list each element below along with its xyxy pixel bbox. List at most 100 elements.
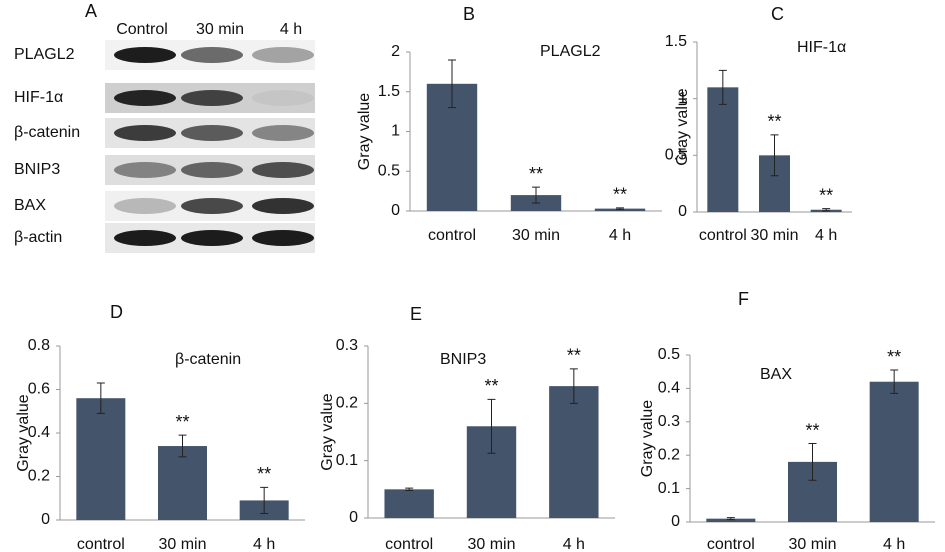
y-tick-label: 0.3	[658, 413, 680, 430]
blot-band	[181, 90, 243, 106]
y-tick-label: 1.5	[665, 33, 687, 50]
protein-label: BAX	[14, 197, 46, 214]
bar	[869, 381, 919, 522]
protein-label: β-catenin	[14, 124, 80, 141]
y-tick-label: 0.2	[28, 468, 50, 485]
x-tick-label: control	[707, 536, 755, 552]
blot-band	[181, 162, 243, 178]
y-tick-label: 0.6	[28, 381, 50, 398]
y-tick-label: 0.1	[336, 452, 358, 469]
x-tick-label: 30 min	[512, 227, 560, 244]
y-tick-label: 0	[391, 202, 400, 219]
error-bar	[487, 398, 496, 454]
panel-letter: F	[738, 289, 749, 309]
chart-title: HIF-1α	[797, 39, 846, 56]
significance-label: **	[484, 376, 498, 396]
panel-letter: A	[85, 1, 97, 21]
y-tick-label: 1	[678, 90, 687, 107]
error-bar	[718, 69, 727, 105]
y-tick-label: 0.2	[336, 395, 358, 412]
blot-band	[114, 198, 176, 214]
x-tick-label: control	[699, 227, 747, 244]
blot-band	[252, 198, 314, 214]
x-tick-label: 4 h	[609, 227, 631, 244]
panel-letter: C	[771, 4, 784, 24]
protein-label: β-actin	[14, 229, 62, 246]
significance-label: **	[887, 347, 901, 367]
blot-band	[181, 198, 243, 214]
y-tick-label: 0.3	[336, 337, 358, 354]
blot-band	[114, 162, 176, 178]
significance-label: **	[805, 420, 819, 440]
error-bar	[890, 369, 899, 394]
blot-band	[181, 125, 243, 141]
bar	[549, 386, 599, 518]
blot-band	[252, 230, 314, 246]
x-tick-label: 4 h	[253, 536, 275, 552]
lane-label: Control	[116, 21, 168, 38]
y-tick-label: 0.4	[28, 424, 50, 441]
y-tick-label: 0	[349, 509, 358, 526]
y-tick-label: 0.5	[658, 346, 680, 363]
significance-label: **	[819, 185, 833, 205]
blot-band	[181, 47, 243, 63]
x-tick-label: 30 min	[467, 536, 515, 552]
blot-band	[252, 162, 314, 178]
y-tick-label: 0	[41, 511, 50, 528]
blot-band	[252, 90, 314, 106]
panel-letter: D	[110, 302, 123, 322]
bar	[158, 446, 207, 520]
y-tick-label: 1.5	[378, 83, 400, 100]
lane-label: 30 min	[196, 21, 244, 38]
x-tick-label: 4 h	[883, 536, 905, 552]
panel-letter: B	[463, 4, 475, 24]
significance-label: **	[567, 346, 581, 366]
chart-title: β-catenin	[175, 351, 241, 368]
x-tick-label: control	[77, 536, 125, 552]
significance-label: **	[529, 164, 543, 184]
chart-title: BAX	[760, 366, 792, 383]
x-tick-label: control	[385, 536, 433, 552]
error-bar	[770, 134, 779, 177]
y-axis-label: Gray value	[15, 394, 32, 471]
error-bar	[616, 207, 624, 210]
chart-title: PLAGL2	[540, 43, 601, 60]
chart-title: BNIP3	[440, 351, 486, 368]
y-tick-label: 0.4	[658, 380, 680, 397]
y-axis-label: Gray value	[319, 393, 336, 470]
error-bar	[96, 382, 105, 414]
protein-label: HIF-1α	[14, 89, 63, 106]
x-tick-label: 30 min	[158, 536, 206, 552]
error-bar	[822, 208, 831, 212]
panel-letter: E	[410, 304, 422, 324]
protein-label: BNIP3	[14, 161, 60, 178]
y-axis-label: Gray value	[356, 93, 373, 170]
error-bar	[569, 368, 578, 404]
error-bar	[808, 443, 817, 481]
blot-band	[252, 125, 314, 141]
blot-band	[252, 47, 314, 63]
error-bar	[405, 487, 414, 491]
lane-label: 4 h	[280, 21, 302, 38]
x-tick-label: 4 h	[815, 227, 837, 244]
significance-label: **	[257, 464, 271, 484]
error-bar	[448, 59, 456, 109]
error-bar	[726, 517, 735, 521]
y-tick-label: 1	[391, 123, 400, 140]
x-tick-label: control	[428, 227, 476, 244]
bar	[707, 87, 739, 212]
bar	[384, 489, 434, 518]
blot-band	[114, 47, 176, 63]
blot-band	[114, 125, 176, 141]
x-tick-label: 30 min	[788, 536, 836, 552]
y-tick-label: 2	[391, 43, 400, 60]
blot-band	[114, 230, 176, 246]
significance-label: **	[175, 412, 189, 432]
y-tick-label: 0	[678, 203, 687, 220]
x-tick-label: 30 min	[750, 227, 798, 244]
bar	[706, 518, 756, 522]
error-bar	[178, 434, 187, 458]
blot-band	[114, 90, 176, 106]
y-tick-label: 0.5	[665, 147, 687, 164]
